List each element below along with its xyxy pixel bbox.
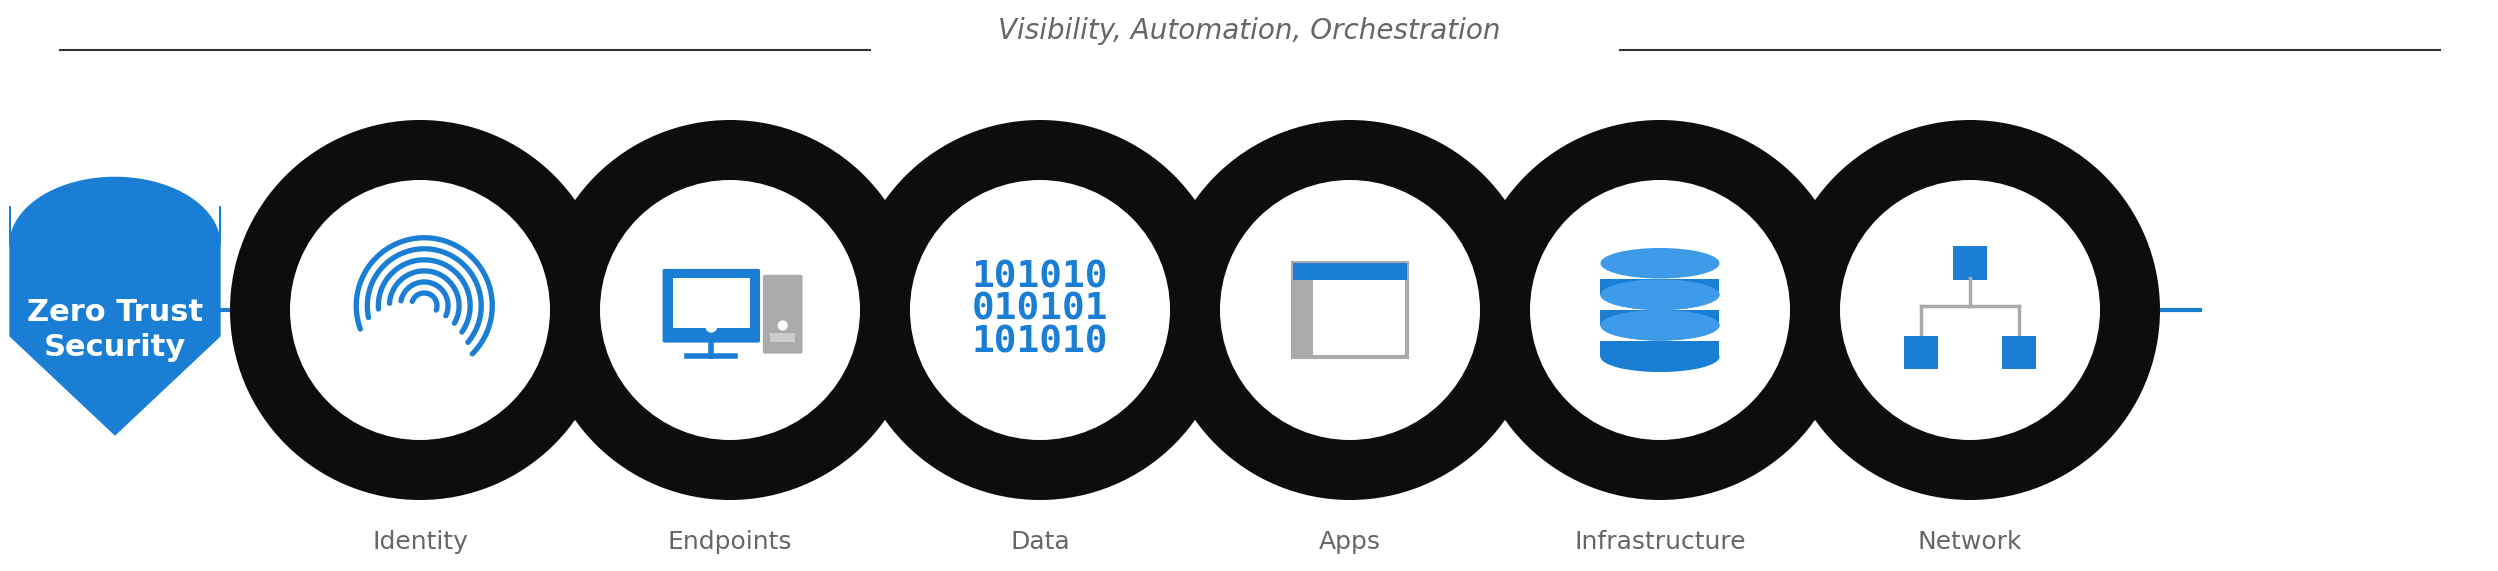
FancyBboxPatch shape [1291, 263, 1406, 357]
Circle shape [1159, 120, 1539, 500]
Polygon shape [1601, 279, 1719, 295]
Circle shape [1469, 120, 1851, 500]
Text: Endpoints: Endpoints [667, 530, 792, 554]
Circle shape [230, 120, 610, 500]
FancyBboxPatch shape [1903, 336, 1938, 369]
Ellipse shape [1601, 310, 1719, 340]
Ellipse shape [1601, 279, 1719, 310]
FancyBboxPatch shape [2003, 336, 2036, 369]
FancyBboxPatch shape [1953, 246, 1986, 280]
Text: Apps: Apps [1319, 530, 1381, 554]
Circle shape [777, 320, 787, 331]
Ellipse shape [1601, 310, 1719, 340]
Circle shape [1219, 180, 1479, 440]
Polygon shape [1601, 310, 1719, 325]
Text: Infrastructure: Infrastructure [1574, 530, 1746, 554]
Text: 101010: 101010 [972, 260, 1109, 296]
Circle shape [540, 120, 919, 500]
Circle shape [704, 321, 717, 333]
FancyBboxPatch shape [762, 275, 802, 353]
Ellipse shape [1601, 279, 1719, 310]
Text: 101010: 101010 [972, 324, 1109, 360]
Circle shape [1781, 120, 2161, 500]
Circle shape [1529, 180, 1791, 440]
Ellipse shape [1601, 248, 1719, 279]
FancyBboxPatch shape [672, 278, 749, 328]
FancyBboxPatch shape [662, 269, 759, 343]
Text: Zero Trust
Security: Zero Trust Security [27, 297, 202, 363]
Circle shape [600, 180, 859, 440]
Text: Data: Data [1009, 530, 1069, 554]
Circle shape [849, 120, 1229, 500]
FancyBboxPatch shape [1291, 280, 1314, 357]
Circle shape [1841, 180, 2101, 440]
Text: 010101: 010101 [972, 292, 1109, 328]
Text: Identity: Identity [372, 530, 467, 554]
Text: Visibility, Automation, Orchestration: Visibility, Automation, Orchestration [997, 17, 1501, 45]
Text: Network: Network [1918, 530, 2023, 554]
Circle shape [909, 180, 1169, 440]
Polygon shape [10, 178, 220, 435]
Circle shape [290, 180, 550, 440]
Polygon shape [1601, 340, 1719, 357]
Ellipse shape [1601, 341, 1719, 372]
FancyBboxPatch shape [769, 333, 794, 342]
FancyBboxPatch shape [1291, 263, 1406, 280]
